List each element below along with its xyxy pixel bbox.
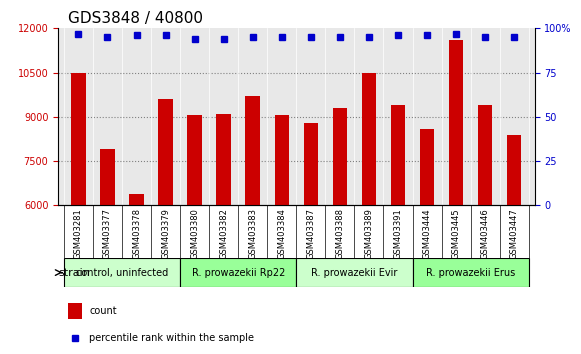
FancyBboxPatch shape [413, 258, 529, 287]
Text: GSM403447: GSM403447 [510, 208, 519, 259]
Bar [67, 303, 82, 319]
Bar [391, 105, 406, 205]
FancyBboxPatch shape [64, 258, 180, 287]
FancyBboxPatch shape [180, 258, 296, 287]
FancyBboxPatch shape [296, 258, 413, 287]
Bar [449, 40, 464, 205]
Bar [158, 99, 173, 205]
Bar [332, 108, 347, 205]
Text: GSM403391: GSM403391 [393, 208, 403, 259]
Bar [507, 135, 522, 205]
Text: R. prowazekii Evir: R. prowazekii Evir [311, 268, 397, 278]
Text: GSM403387: GSM403387 [306, 208, 315, 259]
Text: GSM403388: GSM403388 [335, 208, 345, 259]
Text: control, uninfected: control, uninfected [76, 268, 168, 278]
Bar [303, 123, 318, 205]
Text: R. prowazekii Erus: R. prowazekii Erus [426, 268, 515, 278]
Text: count: count [89, 306, 117, 316]
Bar [361, 73, 376, 205]
Text: GSM403281: GSM403281 [74, 208, 83, 259]
Text: GSM403446: GSM403446 [480, 208, 490, 259]
Bar [245, 96, 260, 205]
Text: R. prowazekii Rp22: R. prowazekii Rp22 [192, 268, 285, 278]
Text: GSM403380: GSM403380 [190, 208, 199, 259]
Bar [420, 129, 435, 205]
Text: GSM403444: GSM403444 [422, 208, 432, 259]
Text: GSM403377: GSM403377 [103, 208, 112, 259]
Text: GSM403382: GSM403382 [219, 208, 228, 259]
Bar [217, 114, 231, 205]
Text: GSM403383: GSM403383 [248, 208, 257, 259]
Bar [275, 115, 289, 205]
Bar [130, 194, 144, 205]
Text: GSM403389: GSM403389 [364, 208, 374, 259]
Text: GSM403379: GSM403379 [161, 208, 170, 259]
Text: percentile rank within the sample: percentile rank within the sample [89, 333, 254, 343]
Text: GDS3848 / 40800: GDS3848 / 40800 [67, 11, 203, 26]
Bar [478, 105, 493, 205]
Text: GSM403378: GSM403378 [132, 208, 141, 259]
Bar [187, 115, 202, 205]
Bar [71, 73, 86, 205]
Text: GSM403384: GSM403384 [277, 208, 286, 259]
Text: GSM403445: GSM403445 [451, 208, 461, 259]
Bar [100, 149, 115, 205]
Text: strain: strain [59, 268, 91, 278]
